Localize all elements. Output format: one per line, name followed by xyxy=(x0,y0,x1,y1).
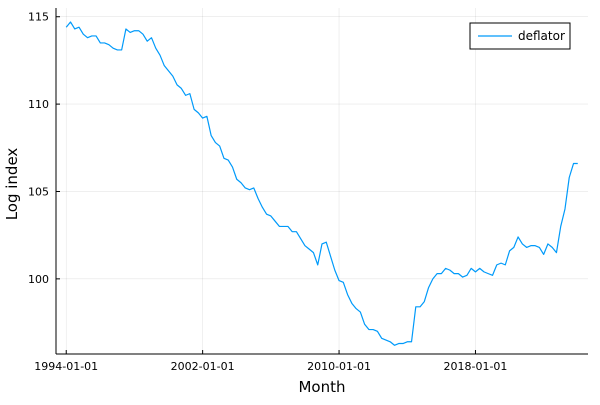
x-axis-title: Month xyxy=(298,378,345,396)
x-tick-label: 2018-01-01 xyxy=(443,360,507,373)
axes xyxy=(55,8,588,355)
series-line-deflator xyxy=(65,21,578,346)
y-axis-title: Log index xyxy=(3,148,21,221)
y-tick-label: 110 xyxy=(28,98,49,111)
series-layer xyxy=(65,21,578,346)
x-tick-label: 1994-01-01 xyxy=(34,360,98,373)
legend: deflator xyxy=(469,22,571,50)
legend-label-deflator: deflator xyxy=(518,29,565,43)
y-tick-label: 115 xyxy=(28,11,49,24)
y-tick-label: 105 xyxy=(28,185,49,198)
gridlines xyxy=(56,8,588,354)
y-tick-label: 100 xyxy=(28,273,49,286)
tick-labels: 1994-01-01 2002-01-01 2010-01-01 2018-01-01… xyxy=(28,11,507,373)
x-tick-label: 2010-01-01 xyxy=(307,360,371,373)
x-tick-label: 2002-01-01 xyxy=(171,360,235,373)
